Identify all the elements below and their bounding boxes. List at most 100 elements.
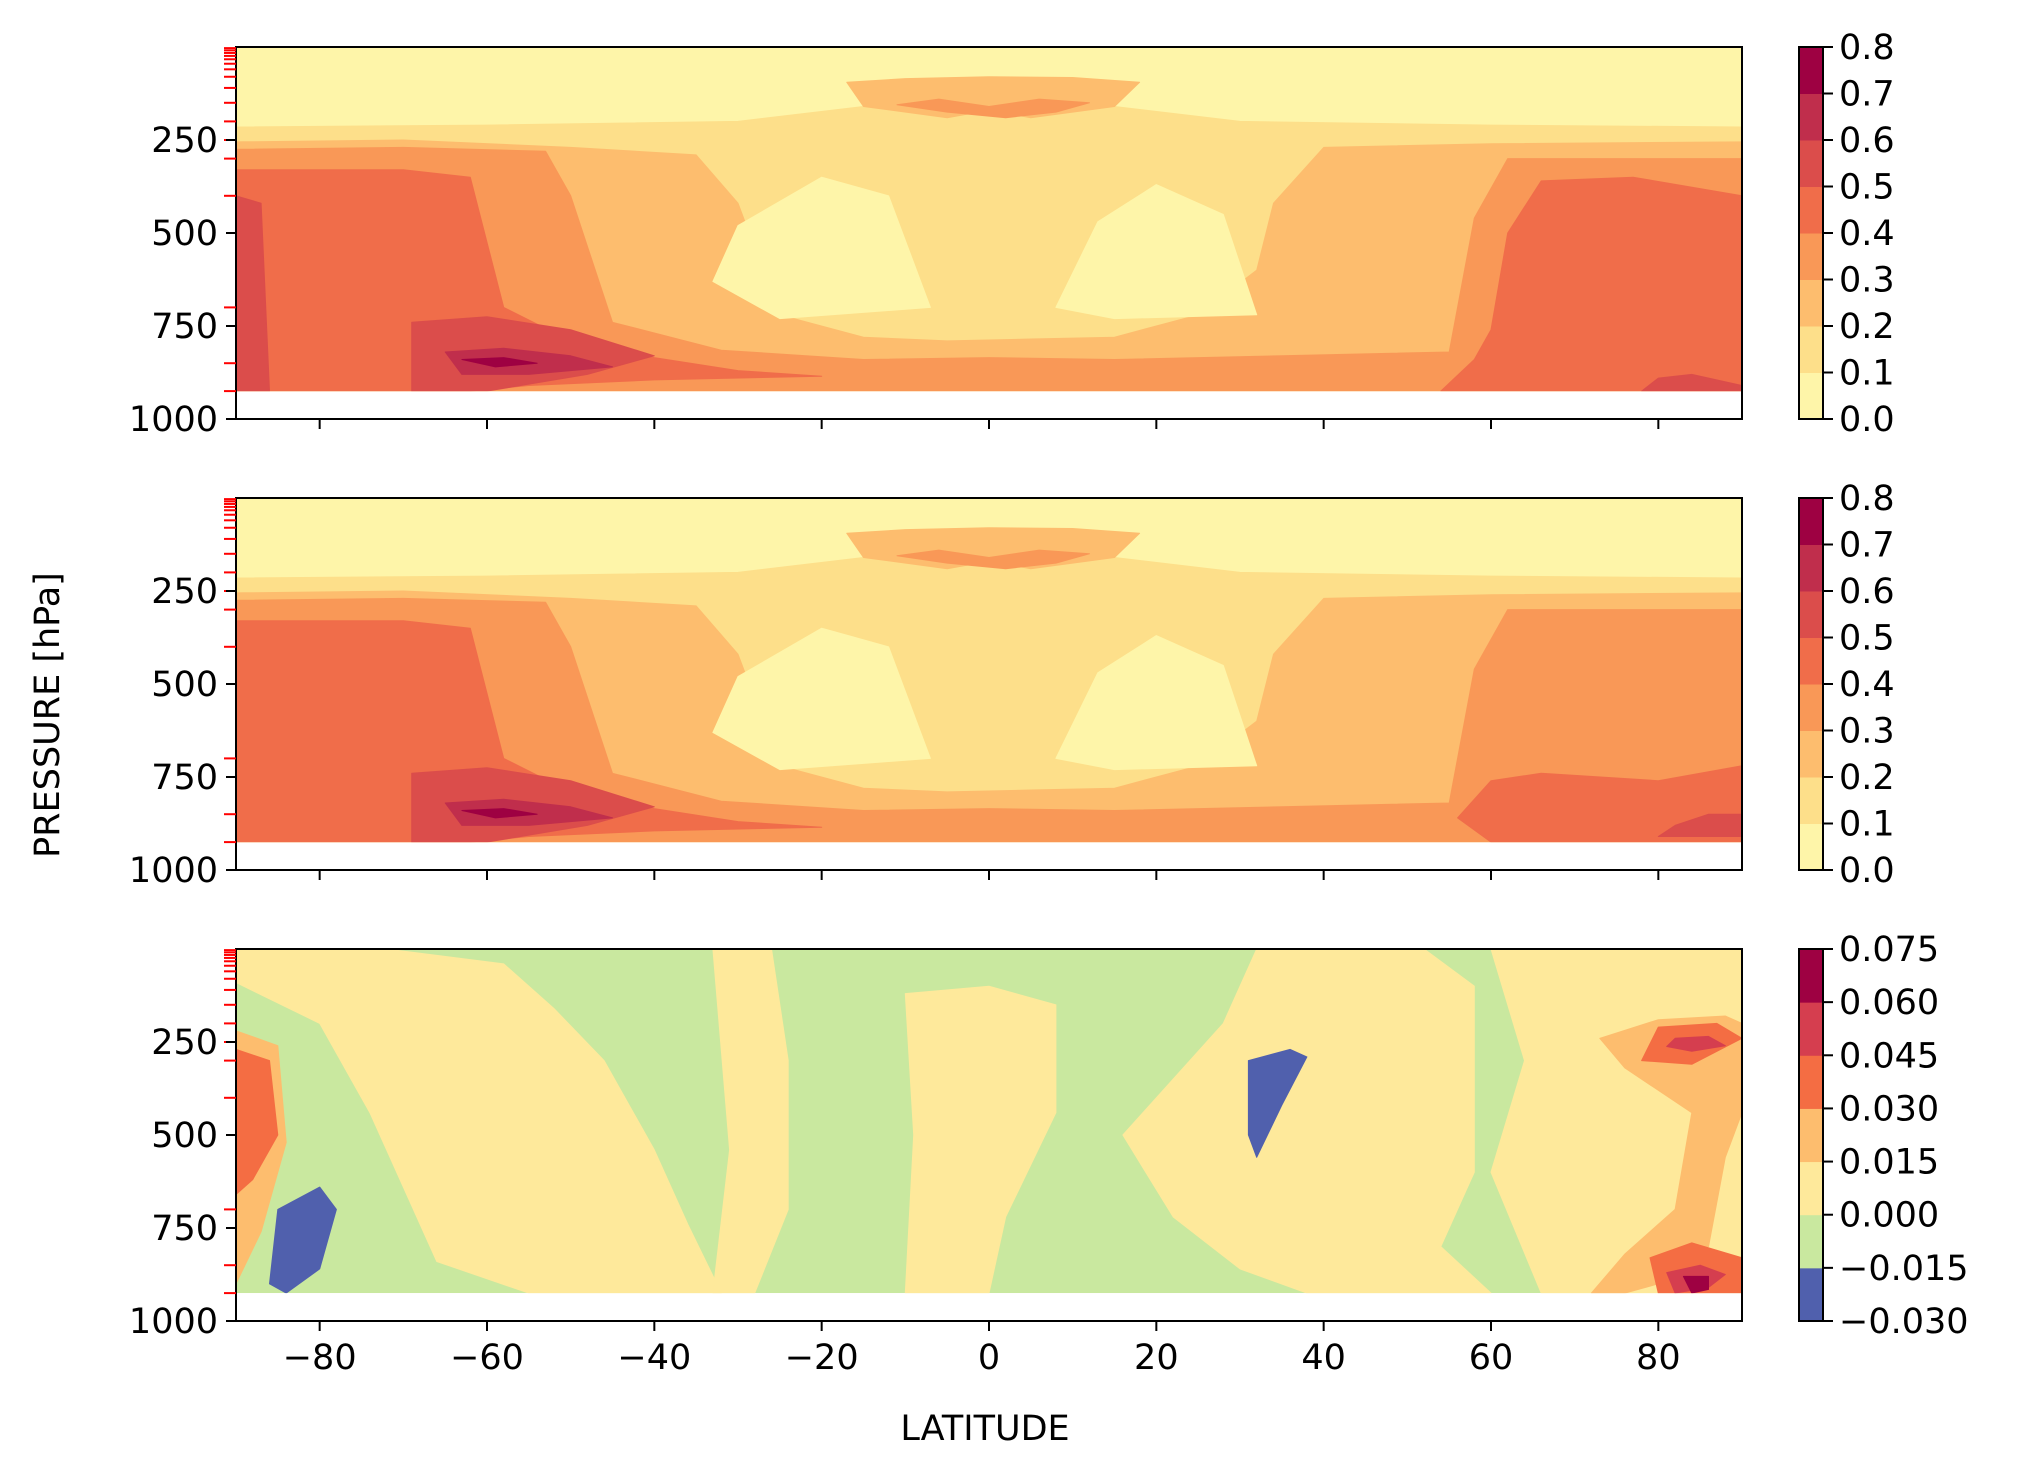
level-markers	[224, 47, 236, 393]
y-tick-label: 1000	[129, 1302, 218, 1342]
y-tick-label: 750	[151, 758, 218, 798]
colorbar-segment	[1799, 1267, 1823, 1322]
colorbar-segment	[1799, 186, 1823, 234]
contour-band	[236, 146, 1742, 392]
y-tick-label: 1000	[129, 400, 218, 440]
colorbar-segment	[1799, 1002, 1823, 1056]
x-axis-title: LATITUDE	[900, 1409, 1069, 1449]
colorbar-tick-label: 0.1	[1839, 805, 1895, 845]
contour-fill-group	[236, 949, 1742, 1294]
x-tick-label: −80	[283, 1338, 357, 1378]
colorbar-tick-label: 0.8	[1839, 479, 1895, 519]
level-markers	[224, 949, 236, 1295]
colorbar-segment	[1799, 279, 1823, 327]
x-axis	[318, 870, 1660, 880]
contour-band	[712, 176, 931, 320]
contour-plot	[235, 948, 1743, 1322]
contour-band	[896, 98, 1090, 119]
contour-band	[1440, 176, 1742, 392]
contour-band	[1641, 373, 1742, 392]
contour-band	[904, 985, 1057, 1294]
contour-band	[236, 169, 823, 392]
colorbar-tick-label: 0.5	[1839, 168, 1895, 208]
y-tick-label: 1000	[129, 851, 218, 891]
colorbar-tick-label: 0.030	[1839, 1089, 1939, 1129]
y-tick-label: 500	[151, 1116, 218, 1156]
colorbar-tick-label: 0.3	[1839, 712, 1895, 752]
colorbar-frame	[1798, 948, 1824, 1322]
colorbar-segment	[1799, 1108, 1823, 1163]
colorbar-segment	[1799, 140, 1823, 187]
colorbar-tick-label: 0.0	[1839, 400, 1895, 440]
x-tick-label: 60	[1469, 1338, 1514, 1378]
y-axis-title: PRESSURE [hPa]	[28, 572, 68, 858]
colorbar-segment	[1799, 544, 1823, 592]
contour-plot	[235, 46, 1743, 420]
colorbar-segment	[1799, 823, 1823, 871]
contour-band	[269, 1186, 337, 1294]
contour-band	[1657, 813, 1742, 837]
colorbar-segment	[1799, 684, 1823, 731]
contour-band	[1666, 1035, 1726, 1052]
colorbar-tick-label: 0.7	[1839, 526, 1895, 566]
colorbar-segment	[1799, 637, 1823, 685]
colorbar-tick-label: 0.5	[1839, 619, 1895, 659]
colorbar-tick-label: 0.1	[1839, 354, 1895, 394]
colorbar-tick-label: 0.075	[1839, 930, 1939, 970]
contour-band	[1122, 949, 1492, 1294]
colorbar-tick-label: 0.045	[1839, 1036, 1939, 1076]
colorbar-segment	[1799, 1214, 1823, 1269]
contour-band	[712, 949, 789, 1294]
x-tick-label: −40	[617, 1338, 691, 1378]
colorbar: 0.0 0.1 0.2 0.3 0.4 0.5 0.6 0.7 0.8	[1798, 28, 1895, 440]
colorbar-segment	[1799, 47, 1823, 94]
contour-fill-group	[236, 498, 1742, 843]
colorbar-tick-label: 0.7	[1839, 75, 1895, 115]
contour-band	[1682, 1275, 1709, 1294]
colorbar-segment	[1799, 1161, 1823, 1216]
y-tick-label: 750	[151, 307, 218, 347]
contour-band	[236, 1048, 279, 1195]
colorbar-tick-label: 0.015	[1839, 1143, 1939, 1183]
contour-band	[1247, 1048, 1308, 1158]
colorbar-segment	[1799, 777, 1823, 824]
y-axis: 250 500 750 1000	[129, 572, 236, 891]
colorbar-segment	[1799, 326, 1823, 373]
contour-band	[236, 195, 270, 392]
colorbar-tick-label: −0.030	[1839, 1302, 1969, 1342]
x-tick-label: −20	[785, 1338, 859, 1378]
contour-band	[1457, 765, 1742, 843]
x-tick-label: 40	[1301, 1338, 1346, 1378]
contour-fill-group	[236, 47, 1742, 392]
contour-band	[712, 627, 931, 771]
contour-band	[461, 808, 538, 819]
colorbar-tick-label: 0.6	[1839, 572, 1895, 612]
y-tick-label: 250	[151, 1023, 218, 1063]
x-tick-label: −60	[450, 1338, 524, 1378]
panel-bottom-difference: 250 500 750 1000 −80 −60 −40 −20 0 20 40 60 80 −0.0…	[129, 930, 1969, 1378]
colorbar-segment	[1799, 93, 1823, 141]
colorbar: −0.030 −0.015 0.000 0.015 0.030 0.045 0.060 0.0…	[1798, 930, 1969, 1342]
colorbar-segment	[1799, 949, 1823, 1003]
colorbar-tick-label: 0.0	[1839, 851, 1895, 891]
x-axis: −80 −60 −40 −20 0 20 40 60 80	[283, 1321, 1681, 1378]
y-tick-label: 250	[151, 572, 218, 612]
contour-band	[461, 357, 538, 368]
colorbar-tick-label: 0.060	[1839, 983, 1939, 1023]
y-axis: 250 500 750 1000	[129, 121, 236, 440]
x-axis	[318, 419, 1660, 429]
colorbar-segment	[1799, 372, 1823, 420]
contour-band	[236, 949, 722, 1294]
contour-band	[1055, 635, 1258, 771]
y-tick-label: 750	[151, 1209, 218, 1249]
colorbar-tick-label: 0.3	[1839, 261, 1895, 301]
colorbar-segment	[1799, 498, 1823, 545]
colorbar-tick-label: 0.8	[1839, 28, 1895, 68]
y-tick-label: 500	[151, 665, 218, 705]
y-tick-label: 500	[151, 214, 218, 254]
x-tick-label: 80	[1636, 1338, 1681, 1378]
colorbar-tick-label: 0.4	[1839, 214, 1895, 254]
